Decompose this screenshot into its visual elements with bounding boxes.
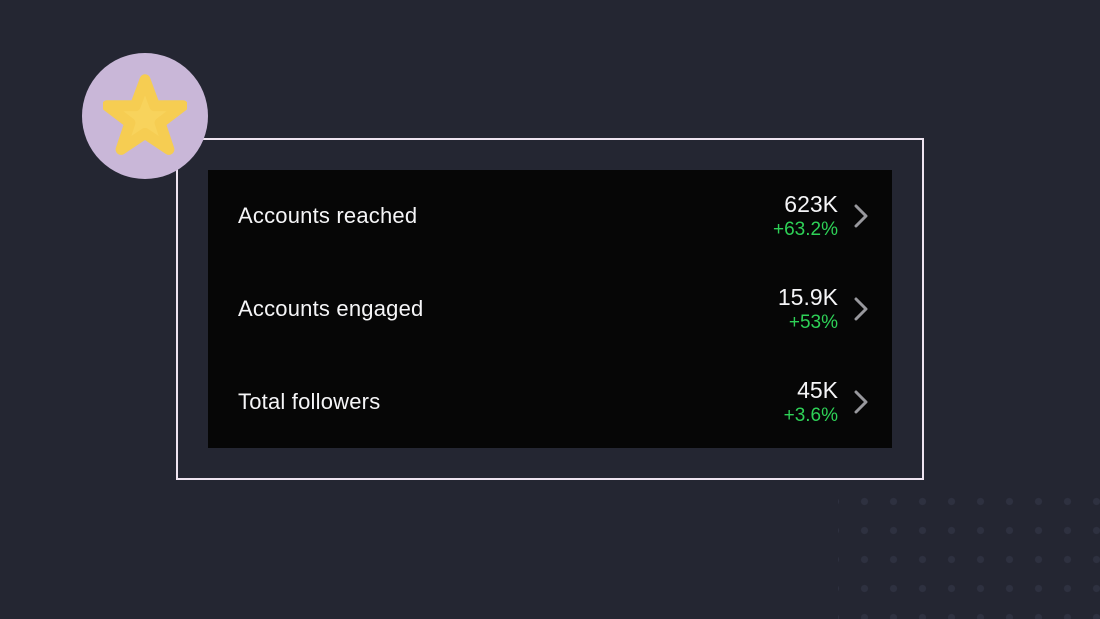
stat-row-accounts-engaged[interactable]: Accounts engaged 15.9K +53%: [208, 283, 892, 335]
dot-grid-decoration: [838, 477, 1100, 619]
stat-label: Total followers: [238, 389, 381, 414]
stats-frame: Accounts reached 623K +63.2% Accounts en…: [176, 138, 924, 480]
stat-change: +3.6%: [783, 405, 838, 426]
stat-row-total-followers[interactable]: Total followers 45K +3.6%: [208, 376, 892, 428]
stat-value: 623K: [784, 191, 838, 217]
stat-label: Accounts reached: [238, 203, 418, 228]
stat-change: +53%: [788, 312, 838, 333]
star-badge: [82, 53, 208, 179]
stat-value: 15.9K: [777, 284, 838, 310]
stat-label: Accounts engaged: [238, 296, 424, 321]
stat-row-accounts-reached[interactable]: Accounts reached 623K +63.2%: [208, 190, 892, 242]
chevron-right-icon[interactable]: [854, 296, 868, 322]
stats-panel: Accounts reached 623K +63.2% Accounts en…: [208, 170, 892, 448]
chevron-right-icon[interactable]: [854, 203, 868, 229]
stat-value: 45K: [797, 377, 838, 403]
stat-change: +63.2%: [773, 219, 838, 240]
chevron-right-icon[interactable]: [854, 389, 868, 415]
star-icon: [103, 74, 187, 157]
